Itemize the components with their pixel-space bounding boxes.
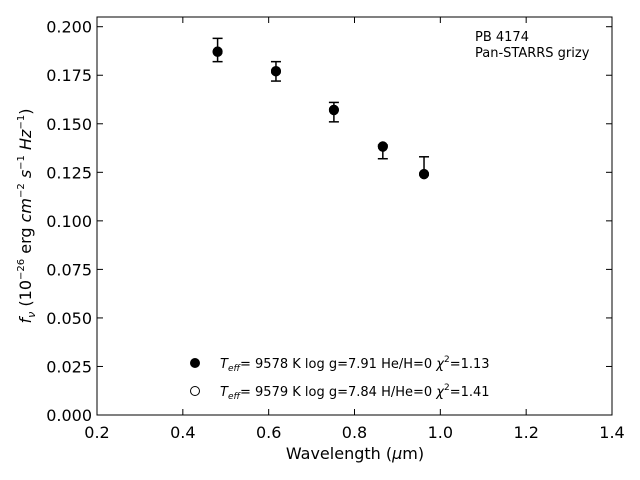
model-point-filled xyxy=(212,46,223,57)
x-tick-label: 0.4 xyxy=(170,423,195,442)
plot-frame xyxy=(96,16,613,416)
legend: Teff= 9578 K log g=7.91 He/H=0 χ2=1.13 Te… xyxy=(190,355,490,402)
model-point-filled xyxy=(270,66,281,77)
x-tick-label: 1.2 xyxy=(513,423,538,442)
x-axis-label: Wavelength (μm) xyxy=(286,444,424,463)
legend-marker-filled xyxy=(190,358,200,368)
x-tick-label: 0.2 xyxy=(84,423,109,442)
x-tick-label: 0.6 xyxy=(256,423,281,442)
model-point-filled xyxy=(377,141,388,152)
observed-photometry xyxy=(212,37,430,176)
axis-labels: Wavelength (μm) fν (10−26 erg cm−2 s−1 Hz… xyxy=(16,109,424,463)
y-tick-label: 0.000 xyxy=(46,406,92,425)
legend-marker-open xyxy=(190,386,200,396)
y-tick-label: 0.075 xyxy=(46,260,92,279)
axis-ticks: 0.2 0.4 0.6 0.8 1.0 1.2 1.4 0.000 0.025 0.050 0.07… xyxy=(46,17,625,442)
x-tick-label: 1.4 xyxy=(599,423,624,442)
y-tick-label: 0.175 xyxy=(46,66,92,85)
y-tick-label: 0.125 xyxy=(46,163,92,182)
y-tick-label: 0.025 xyxy=(46,357,92,376)
model-point-filled xyxy=(419,169,430,180)
y-tick-label: 0.200 xyxy=(46,18,92,37)
y-tick-label: 0.050 xyxy=(46,309,92,328)
model-markers xyxy=(212,46,430,180)
y-tick-label: 0.100 xyxy=(46,212,92,231)
model-point-filled xyxy=(328,104,339,115)
y-tick-label: 0.150 xyxy=(46,115,92,134)
x-tick-label: 1.0 xyxy=(428,423,453,442)
y-axis-label: fν (10−26 erg cm−2 s−1 Hz−1) xyxy=(16,109,38,324)
annotation-line: PB 4174 xyxy=(475,30,529,45)
legend-entry: Teff= 9578 K log g=7.91 He/H=0 χ2=1.13 xyxy=(220,355,490,374)
plot-area xyxy=(96,16,613,416)
annotation-line: Pan-STARRS grizy xyxy=(475,46,590,61)
legend-entry: Teff= 9579 K log g=7.84 H/He=0 χ2=1.41 xyxy=(220,383,490,402)
x-tick-label: 0.8 xyxy=(342,423,367,442)
